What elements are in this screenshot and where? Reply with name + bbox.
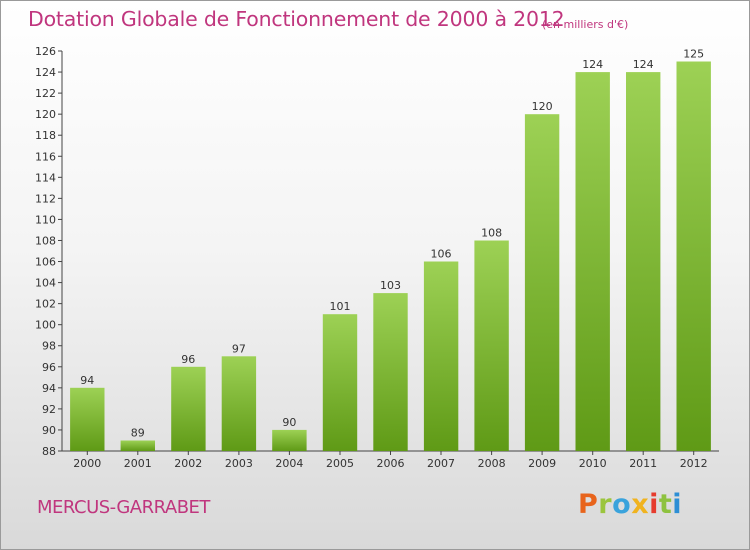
y-tick-label: 122 [35,87,56,100]
y-tick-label: 100 [35,319,56,332]
bar-2010 [575,72,610,451]
x-tick-label-2009: 2009 [528,457,556,470]
x-tick-label-2007: 2007 [427,457,455,470]
x-tick-label-2000: 2000 [73,457,101,470]
x-axis: 2000 2001 2002 2003 2004 2005 2006 2007 2008 2009… [73,451,708,470]
data-label-2005: 101 [330,300,351,313]
y-tick-label: 112 [35,192,56,205]
data-label-2009: 120 [532,100,553,113]
data-label-2006: 103 [380,279,401,292]
y-tick-label: 120 [35,108,56,121]
chart-unit: (en milliers d'€) [542,18,629,31]
bar-2005 [322,314,358,451]
bar-2003 [221,356,257,451]
bar-2012 [676,61,711,451]
data-label-2000: 94 [80,374,94,387]
x-tick-label-2010: 2010 [579,457,607,470]
y-tick-label: 118 [35,129,56,142]
bar-2008 [474,240,509,451]
y-tick-label: 110 [35,213,56,226]
data-label-2007: 106 [431,248,452,261]
data-label-2001: 89 [131,427,145,440]
bar-2000 [70,387,105,451]
y-tick-label: 124 [35,66,56,79]
data-label-2002: 96 [181,353,195,366]
x-tick-label-2004: 2004 [275,457,303,470]
y-tick-label: 108 [35,234,56,247]
commune-name: MERCUS-GARRABET [37,497,210,518]
data-label-2008: 108 [481,227,502,240]
x-tick-label-2001: 2001 [124,457,152,470]
y-tick-label: 98 [42,340,56,353]
bar-2002 [171,366,206,451]
x-tick-label-2006: 2006 [377,457,405,470]
data-label-2004: 90 [282,416,296,429]
proxiti-logo: Proxiti [578,489,683,520]
x-tick-label-2002: 2002 [174,457,202,470]
y-tick-label: 126 [35,45,56,58]
bar-2006 [373,293,408,451]
y-tick-label: 90 [42,424,56,437]
y-tick-label: 102 [35,298,56,311]
data-label-2012: 125 [683,48,704,61]
bars: 94 89 96 97 90 101 103 106 108 120 124 124 125 [70,48,711,451]
x-tick-label-2003: 2003 [225,457,253,470]
x-tick-label-2012: 2012 [680,457,708,470]
y-tick-label: 92 [42,403,56,416]
x-tick-label-2008: 2008 [478,457,506,470]
bar-2011 [626,72,661,451]
y-tick-label: 88 [42,445,56,458]
chart-title: Dotation Globale de Fonctionnement de 20… [28,7,565,31]
bar-2001 [120,440,155,451]
y-tick-label: 106 [35,256,56,269]
data-label-2011: 124 [633,58,654,71]
bar-2009 [524,114,560,451]
y-tick-label: 94 [42,382,56,395]
x-tick-label-2005: 2005 [326,457,354,470]
y-tick-label: 104 [35,277,56,290]
bar-2007 [423,261,459,451]
data-label-2010: 124 [582,58,603,71]
y-tick-label: 116 [35,150,56,163]
x-tick-label-2011: 2011 [629,457,657,470]
y-tick-label: 96 [42,361,56,374]
bar-2004 [272,429,307,451]
y-axis: 88 90 92 94 96 98 100 102 104 106 108 110 112 114 116 1… [35,45,719,458]
data-label-2003: 97 [232,342,246,355]
y-tick-label: 114 [35,171,56,184]
